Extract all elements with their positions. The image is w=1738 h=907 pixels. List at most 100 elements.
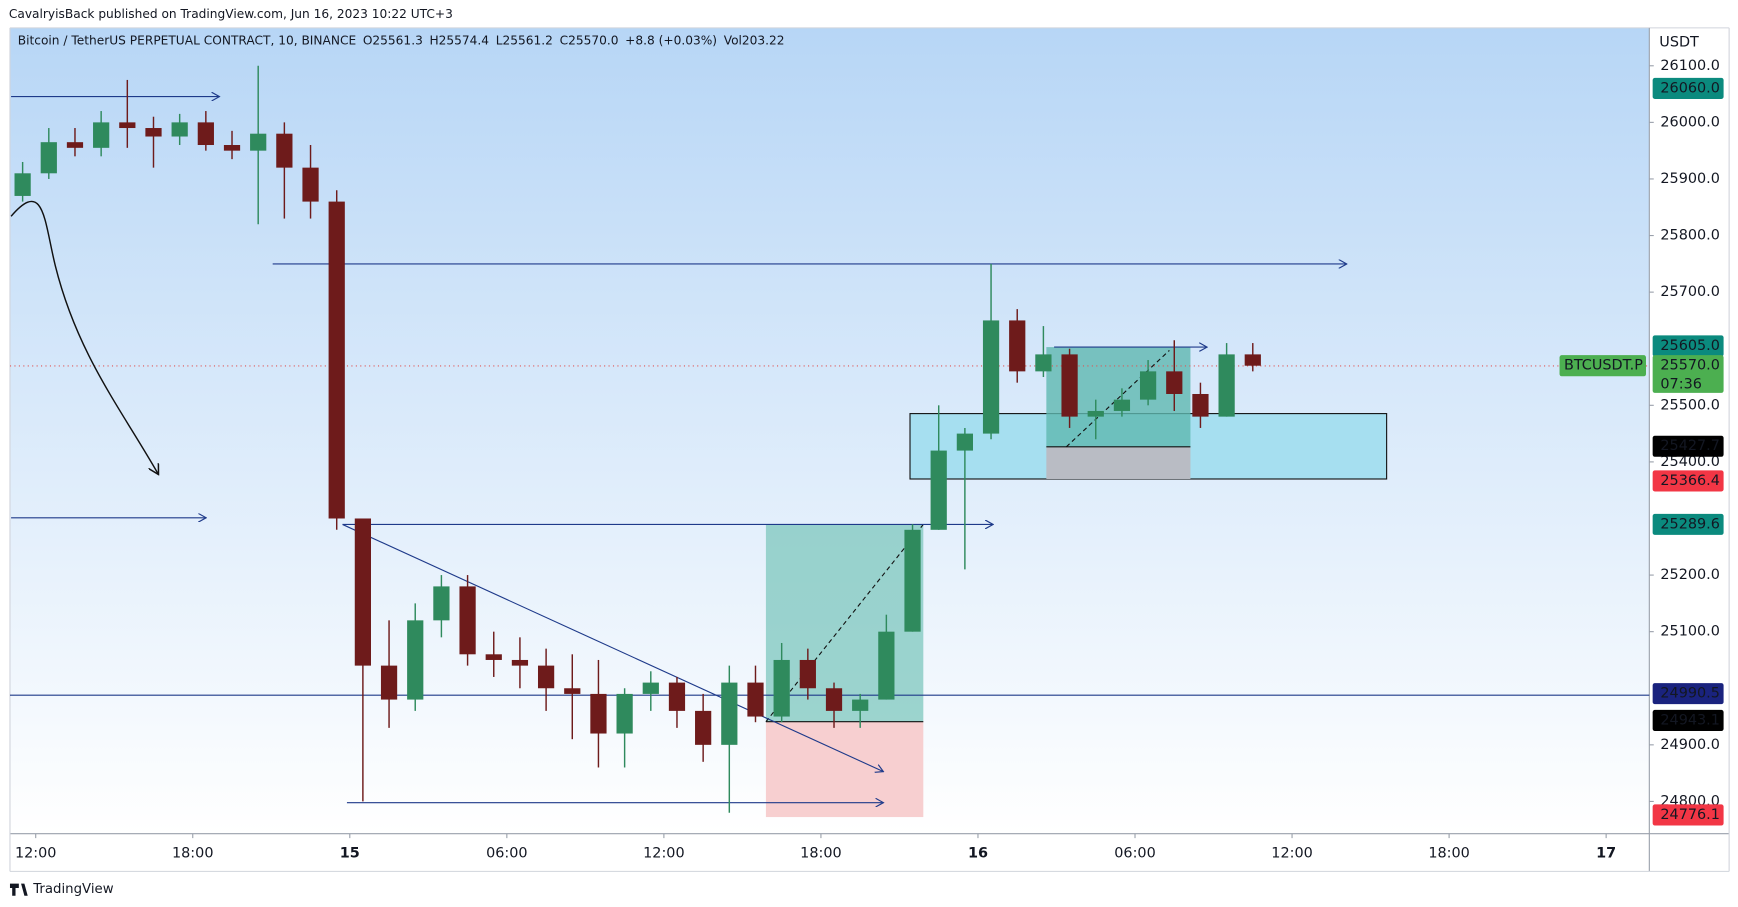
candle-body — [982, 320, 1000, 434]
long-position-loss — [765, 721, 924, 818]
price-badge-label: 26060.0 — [1660, 80, 1720, 96]
candle-body — [878, 631, 895, 700]
candle-body — [40, 142, 57, 174]
candle-body — [537, 665, 555, 689]
candle-body — [825, 688, 843, 711]
candle-body — [1087, 410, 1104, 417]
candle-body — [145, 128, 162, 137]
legend-item: C25570.0 — [560, 34, 619, 48]
x-tick-label: 17 — [1596, 846, 1616, 862]
candle-body — [485, 654, 502, 660]
price-badge-label: 24776.1 — [1660, 807, 1720, 823]
candle-body — [407, 620, 424, 700]
y-tick-label: 26000.0 — [1660, 114, 1720, 130]
x-tick-label: 12:00 — [643, 846, 684, 862]
candle-body — [564, 688, 581, 694]
price-badge — [1652, 804, 1724, 826]
y-tick-label: 25900.0 — [1660, 171, 1720, 187]
published-note: CavalryisBack published on TradingView.c… — [9, 7, 453, 21]
price-badge-label: 24990.5 — [1660, 686, 1720, 702]
price-badge-label: 25289.6 — [1660, 516, 1720, 532]
countdown: 07:36 — [1660, 377, 1701, 393]
candle-body — [616, 693, 633, 734]
x-tick-label: 16 — [968, 846, 988, 862]
candle-body — [380, 665, 398, 700]
candle-body — [1166, 371, 1183, 394]
x-tick-label: 18:00 — [1428, 846, 1469, 862]
price-badge — [1652, 513, 1724, 535]
candle-body — [695, 710, 712, 745]
trend-line — [342, 523, 884, 771]
price-badge — [1652, 77, 1724, 99]
y-tick-label: 26100.0 — [1660, 58, 1720, 74]
legend-item: Vol203.22 — [724, 34, 785, 48]
legend-item: H25574.4 — [429, 34, 489, 48]
price-badge-label: 24943.1 — [1660, 712, 1720, 728]
candle-body — [511, 659, 529, 666]
candle-body — [1035, 354, 1052, 372]
candle-body — [171, 122, 188, 137]
candle-body — [328, 201, 345, 519]
price-badge-label: 25605.0 — [1660, 338, 1720, 354]
candle-body — [956, 433, 973, 451]
candle-body — [250, 133, 267, 151]
candle-body — [1218, 354, 1235, 417]
candle-body — [276, 133, 293, 168]
candle-body — [1244, 354, 1261, 366]
y-tick-label: 24900.0 — [1660, 737, 1720, 753]
axes: 26100.0 26000.0 25900.0 25800.0 25700.0 25500… — [15, 58, 1724, 862]
logo-text: TradingView — [32, 882, 113, 897]
legend-item: +8.8 (+0.03%) — [625, 34, 717, 48]
y-tick-label: 25400.0 — [1660, 454, 1720, 470]
candle-body — [119, 122, 136, 129]
candle-body — [93, 122, 110, 148]
y-tick-label: 25800.0 — [1660, 228, 1720, 244]
candles — [14, 65, 1261, 813]
curved-arrow — [10, 200, 158, 474]
legend-item: L25561.2 — [496, 34, 553, 48]
candle-body — [66, 142, 84, 148]
candle-body — [904, 529, 921, 632]
price-badge — [1652, 335, 1724, 357]
projection-line — [765, 524, 924, 723]
price-badge — [1652, 435, 1724, 457]
legend-item: O25561.3 — [363, 34, 423, 48]
y-tick-label: 25100.0 — [1660, 624, 1720, 640]
candle-body — [930, 450, 947, 530]
symbol-tag-label: BTCUSDT.P — [1564, 358, 1643, 374]
price-badge-label: 25427.7 — [1660, 438, 1720, 454]
price-badge — [1652, 709, 1724, 731]
candle-body — [773, 659, 790, 717]
candle-body — [799, 659, 816, 689]
candle-body — [590, 693, 607, 734]
price-badge — [1652, 683, 1724, 705]
price-badge-label: 25570.0 — [1660, 358, 1720, 374]
candle-body — [1139, 371, 1157, 400]
projection-line — [1065, 350, 1170, 448]
candle-body — [642, 682, 659, 694]
candle-body — [223, 145, 241, 151]
candle-body — [14, 173, 31, 196]
x-tick-label: 12:00 — [15, 846, 56, 862]
x-tick-label: 15 — [340, 846, 360, 862]
price-badge-label: 25366.4 — [1660, 473, 1720, 489]
logo-icon — [9, 883, 28, 896]
symbol-tag — [1559, 355, 1647, 377]
candle-body — [197, 122, 214, 146]
candle-body — [1192, 393, 1209, 417]
long-position-loss — [1046, 446, 1191, 479]
x-tick-label: 18:00 — [800, 846, 841, 862]
legend-item: Bitcoin / TetherUS PERPETUAL CONTRACT, 1… — [18, 34, 356, 48]
candle-body — [433, 586, 450, 621]
candle-body — [1009, 320, 1026, 372]
candle-body — [747, 682, 764, 717]
y-tick-label: 25500.0 — [1660, 397, 1720, 413]
candle-body — [354, 518, 371, 666]
x-tick-label: 18:00 — [172, 846, 213, 862]
y-unit: USDT — [1659, 34, 1699, 50]
price-badge — [1652, 355, 1724, 393]
price-badge — [1652, 470, 1724, 492]
x-tick-label: 06:00 — [486, 846, 527, 862]
y-tick-label: 25200.0 — [1660, 567, 1720, 583]
